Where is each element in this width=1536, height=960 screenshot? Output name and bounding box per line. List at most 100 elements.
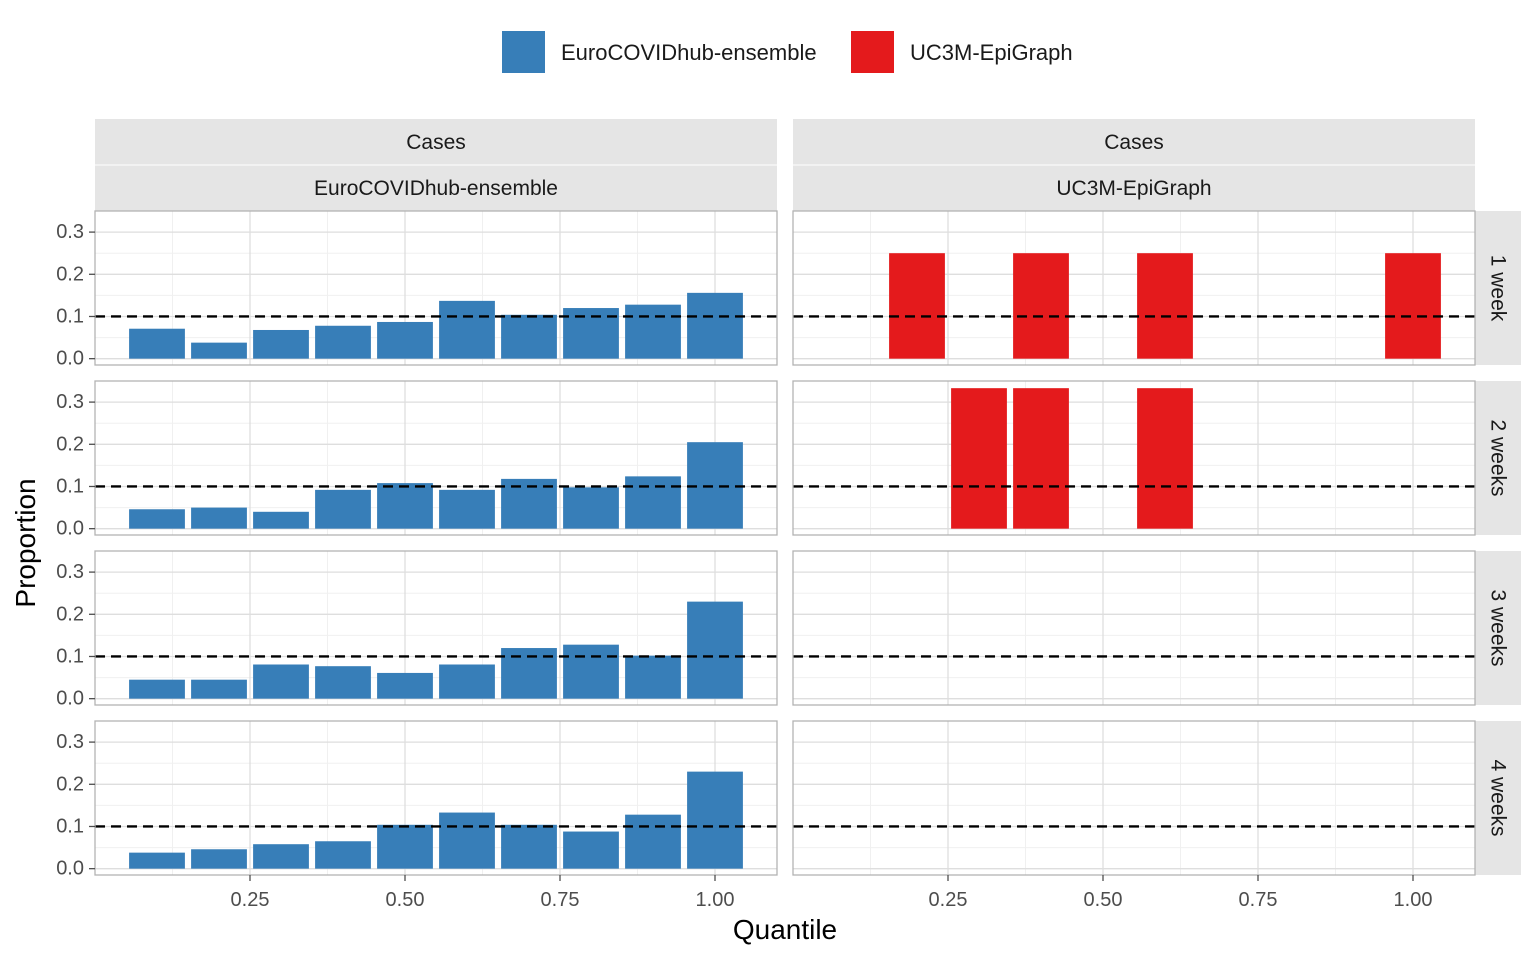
panel-border <box>792 720 1476 876</box>
y-tick-label: 0.3 <box>56 221 84 243</box>
legend: EuroCOVIDhub-ensemble UC3M-EpiGraph <box>502 31 1073 73</box>
bar <box>625 814 681 869</box>
panel-border <box>94 380 778 536</box>
bar <box>563 644 619 699</box>
bar <box>501 314 557 359</box>
panel-border <box>94 550 778 706</box>
panel-r0-c0 <box>94 210 778 366</box>
legend-key-uc3m <box>851 31 894 73</box>
bar <box>253 844 309 869</box>
y-tick-label: 0.1 <box>56 645 84 667</box>
bar <box>129 328 185 359</box>
x-tick-label: 0.75 <box>1239 889 1278 911</box>
bar <box>253 511 309 529</box>
facet-strip-bottom-label-1: UC3M-EpiGraph <box>1056 177 1211 200</box>
bar <box>501 824 557 869</box>
facet-strip-top-label-1: Cases <box>1104 131 1164 154</box>
y-tick-label: 0.3 <box>56 731 84 753</box>
bar <box>1137 253 1193 359</box>
bar <box>889 253 945 359</box>
bar <box>1385 253 1441 359</box>
x-tick-label: 1.00 <box>1394 889 1433 911</box>
bar <box>687 601 743 699</box>
bar <box>253 329 309 359</box>
x-tick-label: 0.50 <box>386 889 425 911</box>
bar <box>439 812 495 869</box>
x-tick-label: 0.25 <box>231 889 270 911</box>
bar <box>951 388 1007 529</box>
bar <box>1013 388 1069 529</box>
bar <box>377 824 433 869</box>
bar <box>377 483 433 529</box>
y-tick-label: 0.3 <box>56 561 84 583</box>
y-tick-label: 0.0 <box>56 518 84 540</box>
facet-row-strip-1 <box>1475 381 1521 535</box>
y-tick-label: 0.0 <box>56 348 84 370</box>
panel-background <box>793 721 1475 875</box>
panel-r0-c1 <box>792 210 1476 366</box>
facet-strip-bottom-0 <box>95 165 777 211</box>
bar <box>439 300 495 359</box>
panel-background <box>793 381 1475 535</box>
facet-strip-top-1 <box>793 119 1475 165</box>
bar <box>625 304 681 359</box>
y-tick-label: 0.0 <box>56 858 84 880</box>
y-tick-label: 0.2 <box>56 773 84 795</box>
bar <box>625 476 681 529</box>
x-tick-label: 0.75 <box>541 889 580 911</box>
bar <box>315 841 371 869</box>
bar <box>439 489 495 529</box>
legend-label-uc3m: UC3M-EpiGraph <box>910 40 1073 65</box>
panel-r2-c1 <box>792 550 1476 706</box>
panel-r2-c0 <box>94 550 778 706</box>
bar <box>625 655 681 699</box>
panel-r1-c1 <box>792 380 1476 536</box>
y-tick-label: 0.1 <box>56 815 84 837</box>
facet-strips: Cases EuroCOVIDhub-ensemble Cases UC3M-EpiG… <box>95 119 1521 875</box>
panel-r3-c0 <box>94 720 778 876</box>
y-tick-label: 0.1 <box>56 305 84 327</box>
y-tick-label: 0.2 <box>56 603 84 625</box>
facet-strip-bottom-1 <box>793 165 1475 211</box>
axes: 0.0 0.1 0.2 0.3 0.0 0.1 0.2 0.3 0.0 0.1 0.2 0.3 0.0 0… <box>56 221 1432 911</box>
x-axis-title: Quantile <box>733 914 837 945</box>
facet-row-label-0: 1 week <box>1487 255 1510 322</box>
bar <box>377 321 433 359</box>
panel-r1-c0 <box>94 380 778 536</box>
legend-key-eurocovidhub <box>502 31 545 73</box>
facet-strip-bottom-label-0: EuroCOVIDhub-ensemble <box>314 177 558 200</box>
bar <box>191 679 247 699</box>
x-tick-label: 0.25 <box>929 889 968 911</box>
y-tick-label: 0.1 <box>56 475 84 497</box>
bar <box>439 664 495 699</box>
y-tick-label: 0.2 <box>56 263 84 285</box>
bar <box>687 771 743 869</box>
legend-label-eurocovidhub: EuroCOVIDhub-ensemble <box>561 40 817 65</box>
panel-border <box>94 210 778 366</box>
facet-row-label-2: 3 weeks <box>1487 589 1510 666</box>
bar <box>687 292 743 359</box>
panel-border <box>792 380 1476 536</box>
facet-row-strip-2 <box>1475 551 1521 705</box>
panel-border <box>792 210 1476 366</box>
bar <box>253 664 309 699</box>
bar <box>191 849 247 869</box>
y-axis-title: Proportion <box>10 478 41 607</box>
bar <box>315 325 371 359</box>
bar <box>191 507 247 529</box>
bar <box>129 679 185 699</box>
facet-row-label-3: 4 weeks <box>1487 759 1510 836</box>
y-tick-label: 0.0 <box>56 688 84 710</box>
facet-row-strip-3 <box>1475 721 1521 875</box>
bar <box>563 487 619 529</box>
bar <box>191 342 247 359</box>
y-tick-label: 0.2 <box>56 433 84 455</box>
facet-row-strip-0 <box>1475 211 1521 365</box>
panel-border <box>94 720 778 876</box>
facet-panels <box>94 210 1476 876</box>
bar <box>563 831 619 869</box>
x-tick-label: 0.50 <box>1084 889 1123 911</box>
panel-r3-c1 <box>792 720 1476 876</box>
bar <box>315 666 371 699</box>
